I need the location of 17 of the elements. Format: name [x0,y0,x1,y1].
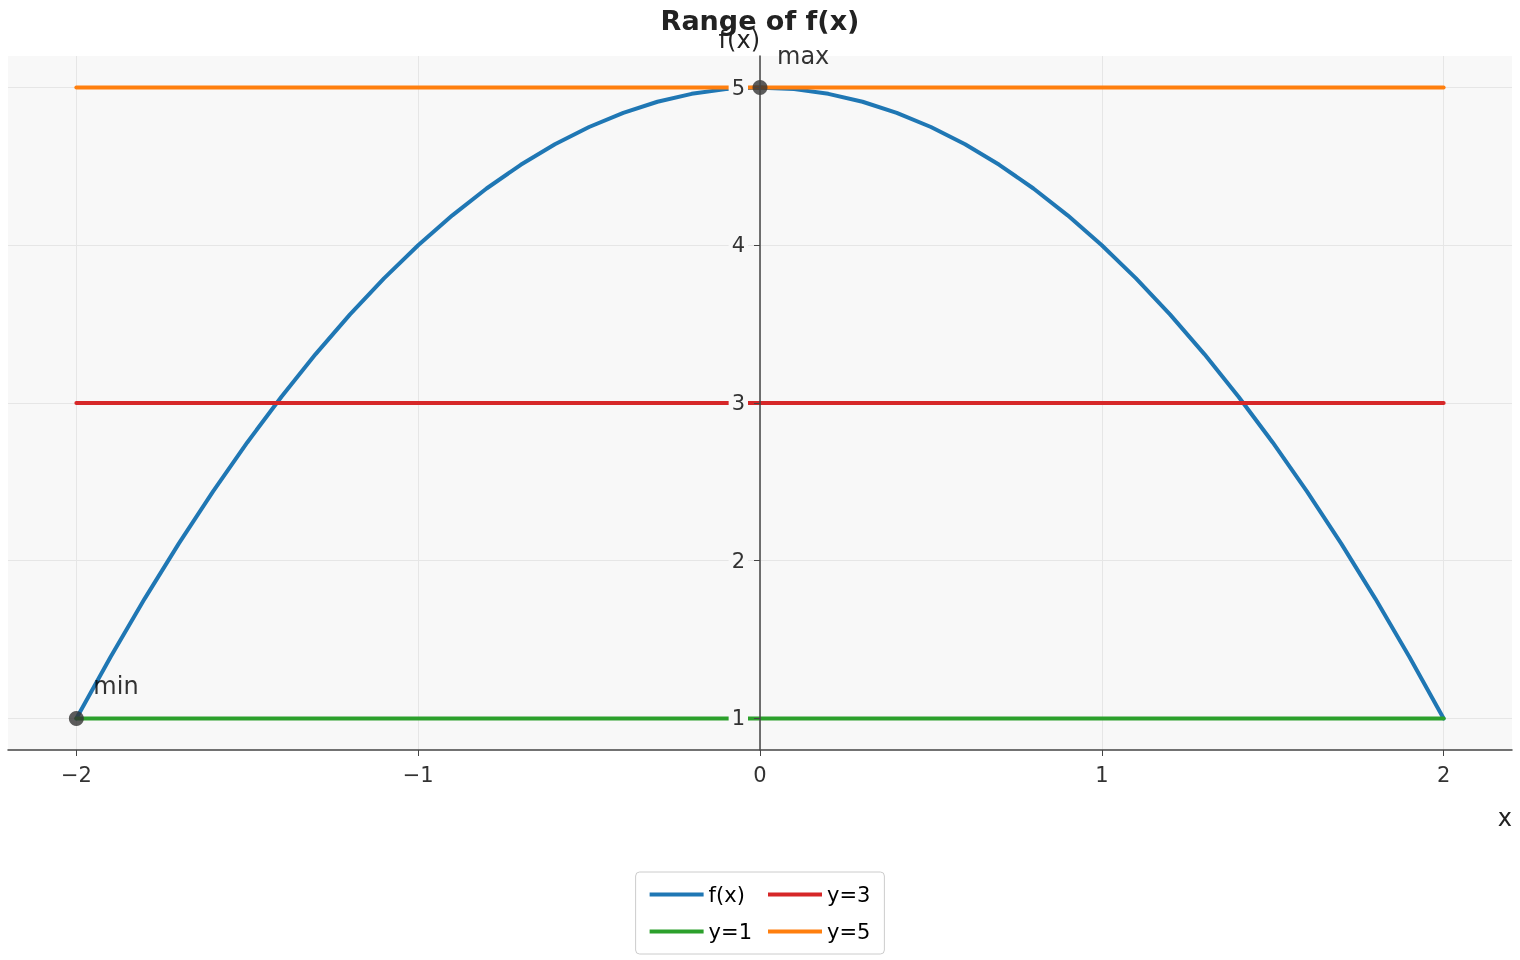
annotation: min [93,672,139,701]
x-tick-label: −1 [402,762,434,787]
legend-label: y=5 [827,919,871,944]
legend-label: y=3 [827,882,871,907]
x-tick-label: −2 [60,762,92,787]
x-axis-title: x [1497,804,1512,832]
x-tick-label: 0 [753,762,767,787]
y-tick-label: 5 [731,75,745,100]
y-tick-label: 1 [731,706,745,731]
x-tick-label: 2 [1436,762,1451,787]
y-tick-label: 4 [731,233,745,258]
y-tick-label: 2 [731,548,745,573]
y-tick-label: 3 [731,391,745,415]
legend-label: f(x) [708,882,745,907]
legend-label: y=1 [708,919,753,944]
x-tick-label: 1 [1095,762,1109,787]
annotation: max [777,41,830,70]
